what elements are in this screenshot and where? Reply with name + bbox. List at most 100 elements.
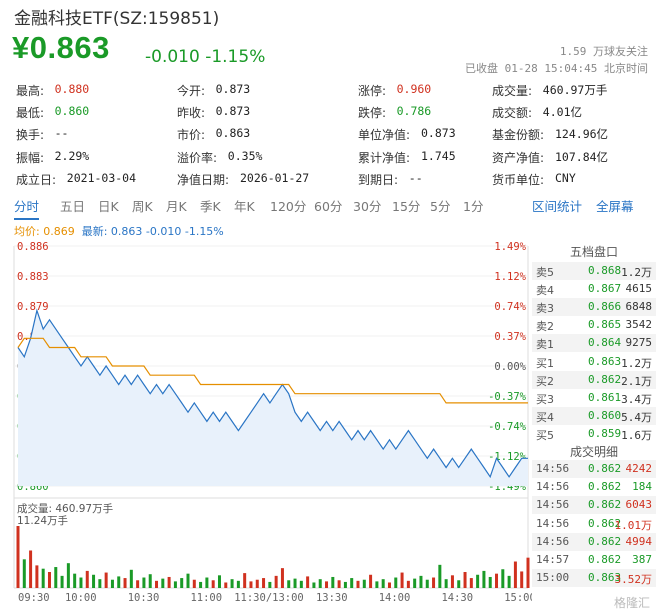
trade-row: 15:00 0.863 3.52万 bbox=[532, 569, 656, 588]
page-title: 金融科技ETF(SZ:159851) bbox=[14, 9, 220, 29]
ob-volume: 9275 bbox=[625, 336, 653, 350]
last-price-legend: 最新: 0.863 -0.010 -1.15% bbox=[81, 225, 224, 238]
stat-label: 昨收: bbox=[177, 106, 206, 121]
ob-volume: 1.2万 bbox=[621, 356, 652, 370]
ob-volume: 3542 bbox=[625, 318, 653, 332]
tab-4[interactable]: 月K bbox=[166, 199, 187, 214]
stats-row: 换手: -- 市价: 0.863 单位净值: 0.873 基金份额: 124.96亿 bbox=[0, 126, 656, 148]
volume-bar bbox=[482, 570, 486, 588]
ob-volume: 2.1万 bbox=[621, 374, 652, 388]
volume-bar bbox=[129, 569, 133, 588]
period-tabs: 分时 五日 日K 周K 月K 季K 年K 120分 60分 30分 15分 5分 1分 区间统计 全屏幕 bbox=[14, 196, 654, 220]
percent-tick-label: -0.74% bbox=[488, 421, 527, 433]
intraday-chart[interactable]: 0.8860.8830.8790.8760.8730.8700.8670.863… bbox=[0, 236, 532, 608]
trade-price: 0.862 bbox=[588, 498, 622, 512]
bid-row: 买5 0.859 1.6万 bbox=[532, 424, 656, 443]
volume-bar bbox=[123, 578, 127, 588]
stat-value: 0.880 bbox=[54, 82, 90, 96]
volume-bar bbox=[98, 579, 102, 588]
trade-price: 0.862 bbox=[588, 480, 622, 494]
ob-price: 0.868 bbox=[588, 264, 622, 277]
stats-row: 振幅: 2.29% 溢价率: 0.35% 累计净值: 1.745 资产净值: 107.84亿 bbox=[0, 149, 656, 171]
stat-value: 0.860 bbox=[54, 104, 90, 119]
trade-volume: 184 bbox=[632, 480, 652, 494]
range-stats-link[interactable]: 区间统计 bbox=[532, 199, 583, 214]
fullscreen-link[interactable]: 全屏幕 bbox=[596, 199, 634, 214]
tab-12[interactable]: 1分 bbox=[463, 199, 484, 214]
volume-bar bbox=[325, 581, 329, 588]
tab-2[interactable]: 日K bbox=[98, 199, 119, 214]
trade-row: 14:56 0.862 6043 bbox=[532, 496, 656, 515]
volume-bar bbox=[463, 572, 467, 588]
stat-value: 0.873 bbox=[215, 104, 251, 119]
volume-bar bbox=[230, 579, 234, 588]
tab-5[interactable]: 季K bbox=[200, 199, 221, 214]
volume-bar bbox=[117, 576, 121, 588]
volume-bar bbox=[356, 580, 360, 588]
volume-bar bbox=[186, 573, 190, 588]
stat-label: 单位净值: bbox=[358, 128, 411, 143]
tab-1[interactable]: 五日 bbox=[60, 199, 86, 214]
tab-8[interactable]: 60分 bbox=[314, 199, 343, 214]
volume-bar bbox=[104, 572, 108, 588]
ob-label: 买4 bbox=[536, 410, 554, 424]
volume-bar bbox=[180, 578, 184, 588]
volume-bar bbox=[337, 580, 341, 588]
volume-bar bbox=[526, 557, 530, 588]
trade-volume: 6043 bbox=[625, 498, 653, 512]
percent-tick-label: 1.49% bbox=[494, 241, 526, 253]
trade-time: 14:56 bbox=[536, 498, 570, 512]
stat-value: 0.873 bbox=[215, 82, 251, 96]
tab-11[interactable]: 5分 bbox=[430, 199, 451, 214]
stat-label: 资产净值: bbox=[492, 150, 545, 165]
tab-0[interactable]: 分时 bbox=[14, 196, 40, 220]
volume-bar bbox=[274, 575, 278, 588]
ob-label: 卖3 bbox=[536, 302, 554, 316]
volume-bar bbox=[369, 574, 373, 588]
ob-price: 0.863 bbox=[588, 354, 622, 368]
stat-value: 107.84亿 bbox=[555, 149, 609, 164]
percent-tick-label: 0.00% bbox=[494, 361, 526, 373]
stat-label: 振幅: bbox=[16, 150, 45, 165]
volume-bar bbox=[110, 579, 114, 588]
ob-label: 买2 bbox=[536, 374, 554, 388]
volume-bar bbox=[155, 580, 159, 588]
trade-time: 14:56 bbox=[536, 516, 570, 530]
ob-label: 卖5 bbox=[536, 266, 554, 279]
time-tick-label: 14:00 bbox=[379, 592, 411, 604]
stat-label: 换手: bbox=[16, 128, 45, 143]
volume-bar bbox=[312, 582, 316, 588]
tab-6[interactable]: 年K bbox=[234, 199, 255, 214]
volume-bar bbox=[47, 572, 51, 588]
volume-bar bbox=[249, 581, 253, 588]
bid-row: 买2 0.862 2.1万 bbox=[532, 370, 656, 389]
trade-volume: 4242 bbox=[625, 462, 653, 475]
volume-bar bbox=[224, 582, 228, 588]
stat-value: 2021-03-04 bbox=[66, 170, 137, 185]
volume-bar bbox=[507, 575, 511, 588]
ask-row: 卖5 0.868 1.2万 bbox=[532, 262, 656, 280]
volume-bar bbox=[79, 577, 83, 588]
stat-value: 1.745 bbox=[421, 148, 456, 163]
tab-7[interactable]: 120分 bbox=[270, 199, 307, 214]
trade-volume: 4994 bbox=[625, 534, 653, 548]
stat-label: 市价: bbox=[177, 128, 206, 143]
volume-bar bbox=[35, 565, 39, 588]
tab-9[interactable]: 30分 bbox=[353, 199, 382, 214]
volume-bar bbox=[148, 574, 152, 588]
stat-label: 今开: bbox=[177, 84, 206, 98]
ob-price: 0.860 bbox=[588, 408, 622, 422]
ob-volume: 3.4万 bbox=[621, 392, 652, 406]
stats-row: 最低: 0.860 昨收: 0.873 跌停: 0.786 成交额: 4.01亿 bbox=[0, 104, 656, 126]
volume-bar bbox=[255, 579, 259, 588]
percent-tick-label: 1.12% bbox=[494, 271, 526, 283]
stat-label: 到期日: bbox=[358, 172, 399, 187]
volume-bar bbox=[318, 579, 322, 588]
volume-bar bbox=[432, 577, 436, 588]
tab-10[interactable]: 15分 bbox=[392, 199, 421, 214]
tab-3[interactable]: 周K bbox=[132, 199, 153, 214]
volume-bar bbox=[488, 576, 492, 588]
volume-bar bbox=[66, 563, 70, 588]
volume-bar bbox=[293, 578, 297, 588]
percent-tick-label: 0.37% bbox=[494, 331, 526, 343]
